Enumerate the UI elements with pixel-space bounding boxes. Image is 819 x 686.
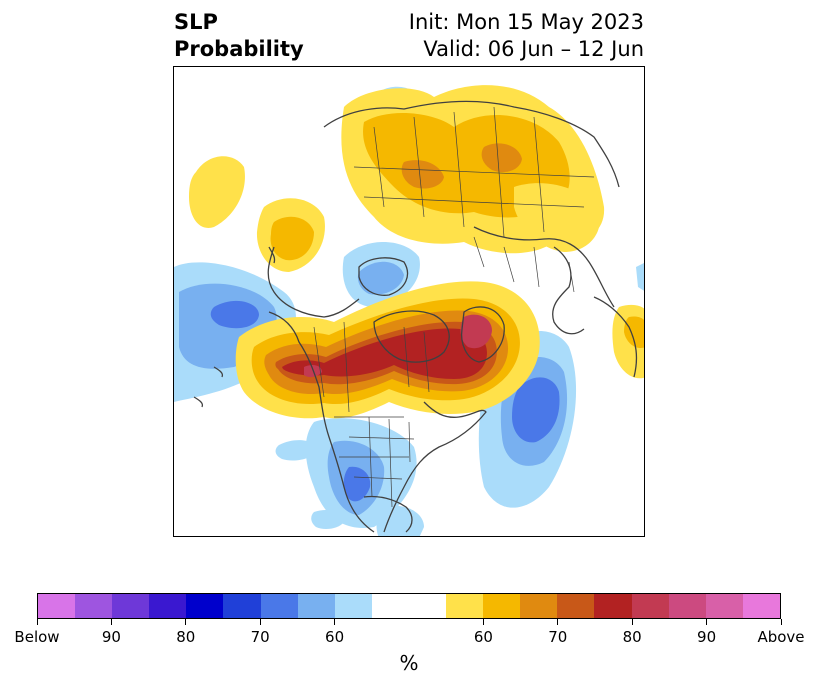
map-title: SLP Probability	[174, 9, 304, 63]
colorbar-segment	[520, 594, 558, 618]
colorbar-segment	[334, 594, 372, 618]
colorbar-segment	[668, 594, 706, 618]
colorbar-tick-label: 80	[622, 628, 642, 646]
colorbar-tick-label: 80	[176, 628, 196, 646]
colorbar-tick-mark	[482, 619, 484, 625]
gulf-below-60	[376, 505, 424, 536]
colorbar-tick-label: 90	[697, 628, 717, 646]
colorbar-tick-label: 90	[101, 628, 121, 646]
colorbar-tick-mark	[706, 619, 708, 625]
colorbar-segment	[631, 594, 669, 618]
colorbar-tick-mark	[36, 619, 38, 625]
siberia-above-80b	[481, 143, 522, 173]
alaska-above-70	[270, 216, 314, 261]
colorbar-tick-mark	[780, 619, 782, 625]
colorbar-segment	[149, 594, 187, 618]
colorbar-tick-label: 70	[250, 628, 270, 646]
colorbar-tick-mark	[185, 619, 187, 625]
valid-range: Valid: 06 Jun – 12 Jun	[423, 37, 644, 61]
colorbar-segment	[260, 594, 298, 618]
colorbar-segment	[408, 594, 447, 618]
colorbar-tick-mark	[334, 619, 336, 625]
colorbar-segment	[742, 594, 780, 618]
colorbar-tick-label: Below	[14, 628, 60, 646]
colorbar-tick-label: 60	[325, 628, 345, 646]
colorbar-tick-label: 60	[473, 628, 493, 646]
below-normal-regions	[174, 86, 644, 536]
colorbar-segment	[483, 594, 521, 618]
colorbar-unit: %	[399, 651, 419, 675]
coastlines	[193, 100, 638, 533]
colorbar-tick-mark	[631, 619, 633, 625]
westcoast-below-60	[275, 440, 319, 461]
colorbar-tick-mark	[557, 619, 559, 625]
colorbar-segment	[297, 594, 335, 618]
colorbar-tick-mark	[259, 619, 261, 625]
baja-below-60	[311, 510, 344, 530]
colorbar-segment	[75, 594, 113, 618]
europe-edge-below-60	[636, 263, 644, 291]
pacific-below-80	[210, 300, 259, 329]
map-panel	[173, 66, 645, 537]
europe-above-70	[624, 316, 644, 348]
na-above-95	[282, 328, 487, 379]
above-normal-regions	[189, 85, 644, 419]
title-product: Probability	[174, 37, 304, 61]
colorbar-segment	[38, 594, 76, 618]
map-dates: Init: Mon 15 May 2023 Valid: 06 Jun – 12…	[409, 9, 644, 63]
atlantic-below-80	[512, 377, 560, 443]
siberia-above-80a	[401, 160, 444, 189]
colorbar-segment	[371, 594, 409, 618]
colorbar-segment	[186, 594, 224, 618]
colorbar-segment	[557, 594, 595, 618]
colorbar-segment	[112, 594, 150, 618]
hudson-below-70	[357, 261, 404, 295]
colorbar	[37, 593, 781, 619]
colorbar-tick-label: 70	[548, 628, 568, 646]
colorbar-segment	[223, 594, 261, 618]
npac-above-60	[189, 156, 245, 228]
colorbar-segment	[446, 594, 484, 618]
colorbar-segment	[594, 594, 632, 618]
init-date: Init: Mon 15 May 2023	[408, 10, 644, 34]
colorbar-tick-mark	[110, 619, 112, 625]
mexico-below-80	[343, 466, 371, 502]
greenland-above-max	[460, 314, 492, 349]
title-variable: SLP	[174, 10, 218, 34]
eurasia-above-60	[514, 183, 600, 252]
colorbar-segment	[705, 594, 743, 618]
colorbar-tick-label: Above	[757, 628, 805, 646]
probability-map	[174, 85, 644, 536]
